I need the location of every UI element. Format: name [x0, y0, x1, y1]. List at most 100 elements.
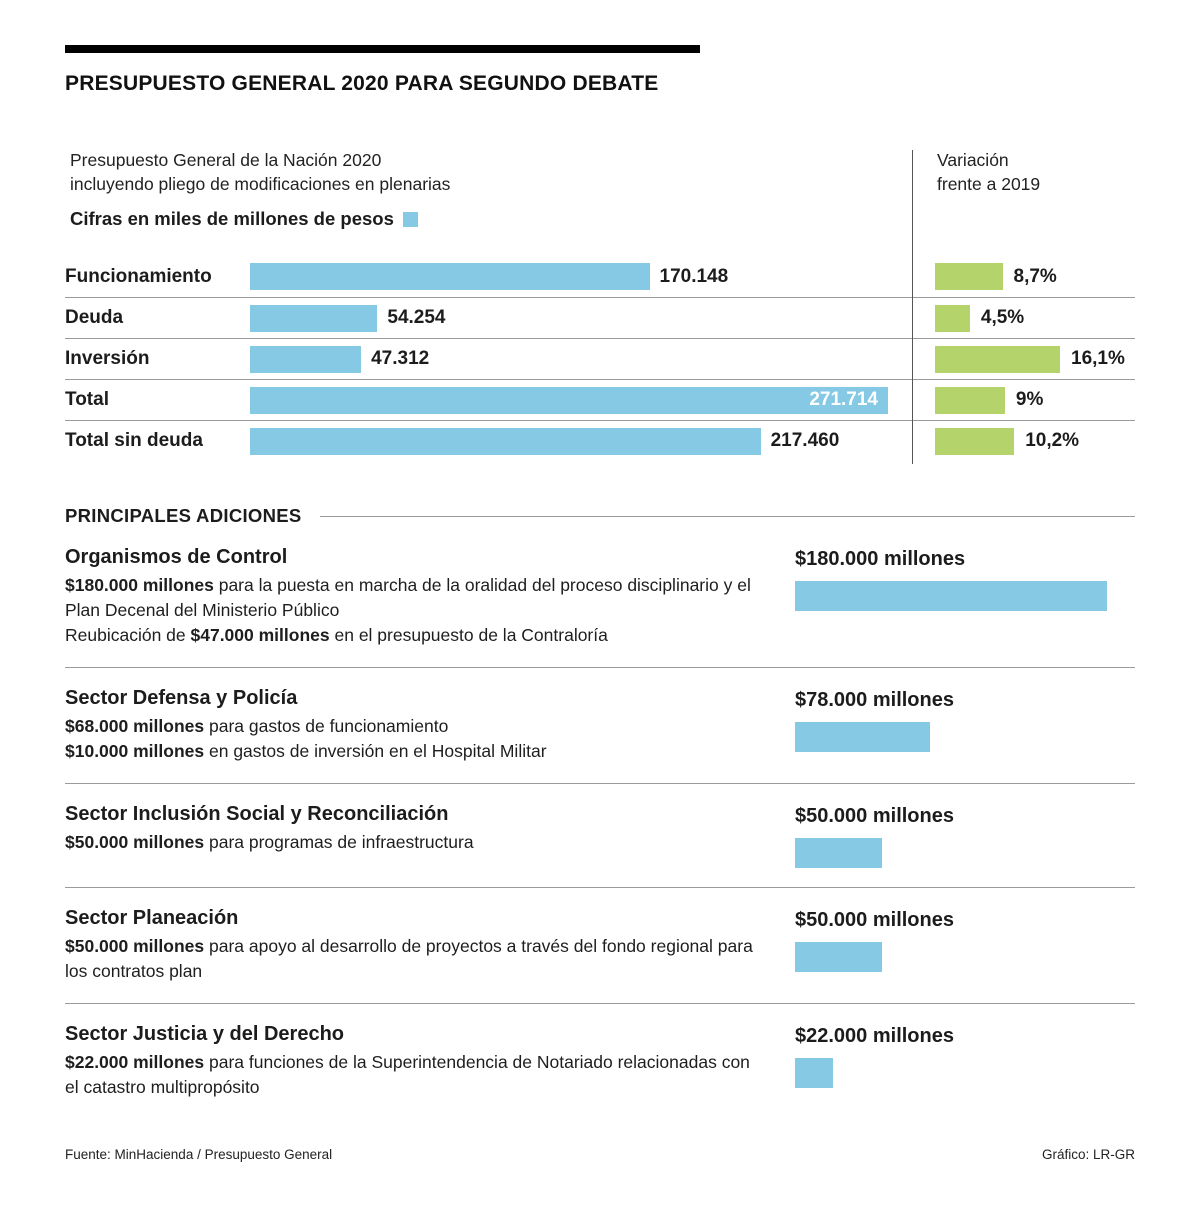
chart-row-total-sin-deuda: Total sin deuda 217.460 10,2% [65, 420, 1135, 461]
addition-bar-column: $22.000 millones [795, 1023, 1135, 1100]
additions-header-rule [319, 515, 1135, 517]
addition-desc-text: para funciones de la Superintendencia de… [65, 1052, 750, 1097]
row-label: Total [65, 389, 109, 410]
addition-amount-inline: $68.000 millones [65, 716, 205, 736]
addition-amount-label: $78.000 millones [795, 689, 954, 711]
chart-subtitle-line2: incluyendo pliego de modificaciones en p… [70, 174, 451, 194]
addition-item-organismos-de-control: Organismos de Control $180.000 millones … [65, 527, 1135, 667]
legend-label: Cifras en miles de millones de pesos [70, 208, 394, 229]
addition-amount-inline: $47.000 millones [190, 625, 330, 645]
variation-bar [935, 263, 1003, 290]
variation-bar [935, 427, 1015, 455]
addition-title: Sector Planeación [65, 907, 239, 929]
chart-subtitle: Presupuesto General de la Nación 2020 in… [70, 148, 1135, 196]
variation-value-label: 9% [1015, 389, 1044, 410]
budget-value-label: 47.312 [371, 348, 430, 369]
addition-bar-column: $78.000 millones [795, 687, 1135, 764]
variation-value-label: 8,7% [1013, 265, 1057, 287]
addition-description: $50.000 millones para apoyo al desarroll… [65, 934, 765, 984]
addition-description: $180.000 millones para la puesta en marc… [65, 573, 765, 648]
budget-bar [250, 345, 362, 373]
addition-item-defensa-y-policia: Sector Defensa y Policía $68.000 millone… [65, 667, 1135, 783]
chart-row-total: Total 271.714 9% [65, 379, 1135, 420]
variation-bar-area: 10,2% [912, 427, 1135, 455]
addition-amount-label: $180.000 millones [795, 548, 966, 570]
budget-bar-area: 170.148 [250, 263, 912, 290]
addition-amount-inline: $50.000 millones [65, 936, 205, 956]
budget-value-label: 271.714 [809, 389, 878, 410]
addition-desc-text: para apoyo al desarrollo de proyectos a … [65, 936, 753, 981]
addition-bar-column: $180.000 millones [795, 546, 1135, 648]
variation-bar-area: 16,1% [912, 345, 1135, 373]
page-title: PRESUPUESTO GENERAL 2020 PARA SEGUNDO DE… [65, 72, 659, 95]
budget-bar [250, 427, 761, 455]
budget-value-label: 170.148 [659, 265, 729, 287]
variation-bar [935, 345, 1060, 373]
addition-bar [795, 942, 882, 972]
addition-amount-inline: $50.000 millones [65, 832, 205, 852]
chart-row-funcionamiento: Funcionamiento 170.148 8,7% [65, 256, 1135, 297]
variation-header-line2: frente a 2019 [937, 174, 1041, 194]
variation-value-label: 16,1% [1071, 348, 1125, 369]
addition-item-inclusion-social: Sector Inclusión Social y Reconciliación… [65, 783, 1135, 887]
addition-amount-label: $50.000 millones [795, 909, 954, 931]
graphic-credit: Gráfico: LR-GR [1041, 1147, 1135, 1162]
addition-description: $22.000 millones para funciones de la Su… [65, 1050, 765, 1100]
budget-bar-area: 54.254 [250, 304, 912, 332]
addition-bar-column: $50.000 millones [795, 803, 1135, 868]
variation-header: Variación frente a 2019 [937, 148, 1040, 196]
infographic-page: PRESUPUESTO GENERAL 2020 PARA SEGUNDO DE… [0, 45, 1200, 1229]
chart-header: Presupuesto General de la Nación 2020 in… [65, 148, 1135, 256]
legend-swatch [402, 211, 418, 227]
addition-desc-text: en gastos de inversión en el Hospital Mi… [204, 741, 547, 761]
variation-bar-area: 8,7% [912, 263, 1135, 290]
addition-amount-label: $22.000 millones [795, 1025, 954, 1047]
variation-value-label: 10,2% [1025, 430, 1080, 451]
addition-bar [795, 722, 931, 752]
budget-chart-block: Presupuesto General de la Nación 2020 in… [65, 148, 1135, 464]
addition-text-column: Sector Justicia y del Derecho $22.000 mi… [65, 1023, 795, 1100]
addition-item-planeacion: Sector Planeación $50.000 millones para … [65, 887, 1135, 1003]
addition-bar-column: $50.000 millones [795, 907, 1135, 984]
addition-text-column: Sector Defensa y Policía $68.000 millone… [65, 687, 795, 764]
variation-header-line1: Variación [937, 150, 1009, 170]
addition-description: $68.000 millones para gastos de funciona… [65, 714, 765, 764]
budget-value-label: 54.254 [387, 307, 446, 328]
addition-bar [795, 1058, 834, 1088]
addition-amount-inline: $10.000 millones [65, 741, 205, 761]
divider-line [912, 150, 913, 464]
addition-bar [795, 838, 882, 868]
addition-desc-text: para programas de infraestructura [204, 832, 474, 852]
addition-title: Sector Defensa y Policía [65, 687, 298, 709]
addition-text-column: Sector Planeación $50.000 millones para … [65, 907, 795, 984]
addition-bar [795, 581, 1107, 611]
variation-value-label: 4,5% [980, 307, 1025, 328]
variation-bar [935, 386, 1005, 414]
variation-bar [935, 304, 970, 332]
variation-bar-area: 4,5% [912, 304, 1135, 332]
chart-row-inversion: Inversión 47.312 16,1% [65, 338, 1135, 379]
addition-amount-inline: $22.000 millones [65, 1052, 205, 1072]
row-label: Funcionamiento [65, 265, 212, 287]
addition-amount-label: $50.000 millones [795, 805, 954, 827]
budget-bar-area: 217.460 [250, 427, 912, 455]
addition-text-column: Organismos de Control $180.000 millones … [65, 546, 795, 648]
additions-header: PRINCIPALES ADICIONES [65, 505, 1135, 527]
addition-description: $50.000 millones para programas de infra… [65, 830, 765, 855]
variation-bar-area: 9% [912, 386, 1135, 414]
addition-text-column: Sector Inclusión Social y Reconciliación… [65, 803, 795, 868]
addition-title: Organismos de Control [65, 546, 288, 568]
addition-desc-text: para la puesta en marcha de la oralidad … [65, 575, 751, 620]
source-credit: Fuente: MinHacienda / Presupuesto Genera… [65, 1147, 333, 1162]
chart-subtitle-line1: Presupuesto General de la Nación 2020 [70, 150, 382, 170]
footer: Fuente: MinHacienda / Presupuesto Genera… [65, 1147, 1135, 1162]
addition-title: Sector Inclusión Social y Reconciliación [65, 803, 449, 825]
chart-legend: Cifras en miles de millones de pesos [70, 208, 1135, 230]
addition-desc-text: Reubicación de [65, 625, 191, 645]
budget-bar-area: 271.714 [250, 386, 912, 414]
budget-bar [250, 304, 378, 332]
addition-title: Sector Justicia y del Derecho [65, 1023, 345, 1045]
addition-desc-text: en el presupuesto de la Contraloría [329, 625, 608, 645]
budget-value-label: 217.460 [770, 430, 840, 451]
row-label: Inversión [65, 348, 150, 369]
